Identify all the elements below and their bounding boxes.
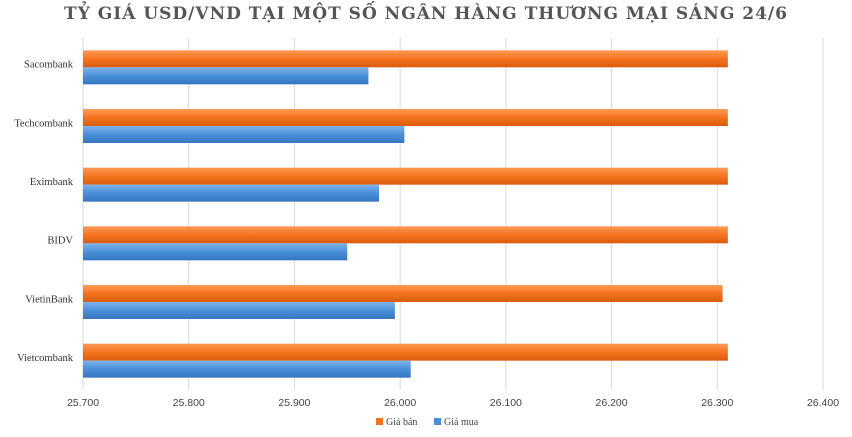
category-label: Vietcombank (17, 353, 74, 364)
category-label: BIDV (47, 236, 73, 247)
x-tick-label: 26.200 (596, 397, 628, 409)
x-tick-label: 26.400 (807, 397, 839, 409)
bar-sell (83, 167, 728, 185)
category-label: Techcombank (14, 118, 73, 129)
category-label: Sacombank (24, 60, 74, 71)
x-tick-label: 26.100 (490, 397, 522, 409)
bar-buy (83, 360, 411, 378)
bar-buy (83, 184, 379, 202)
bar-sell (83, 50, 728, 68)
bar-sell (83, 226, 728, 244)
x-tick-label: 26.000 (384, 397, 416, 409)
bar-sell (83, 343, 728, 361)
bar-buy (83, 67, 369, 85)
bar-buy (83, 126, 405, 143)
bar-buy (83, 243, 348, 261)
bar-sell (83, 109, 728, 126)
x-tick-label: 26.300 (701, 397, 733, 409)
x-tick-label: 25.900 (278, 397, 310, 409)
legend-swatch (434, 418, 441, 425)
bar-buy (83, 302, 395, 319)
bar-sell (83, 285, 723, 302)
chart-title: TỶ GIÁ USD/VND TẠI MỘT SỐ NGÂN HÀNG THƯƠ… (64, 4, 788, 24)
x-tick-label: 25.700 (67, 397, 99, 409)
category-label: Eximbank (30, 177, 74, 188)
legend-label: Giá bán (386, 417, 417, 428)
legend-label: Giá mua (444, 417, 479, 428)
category-label: VietinBank (25, 294, 74, 305)
legend-swatch (376, 418, 383, 425)
x-tick-label: 25.800 (173, 397, 205, 409)
